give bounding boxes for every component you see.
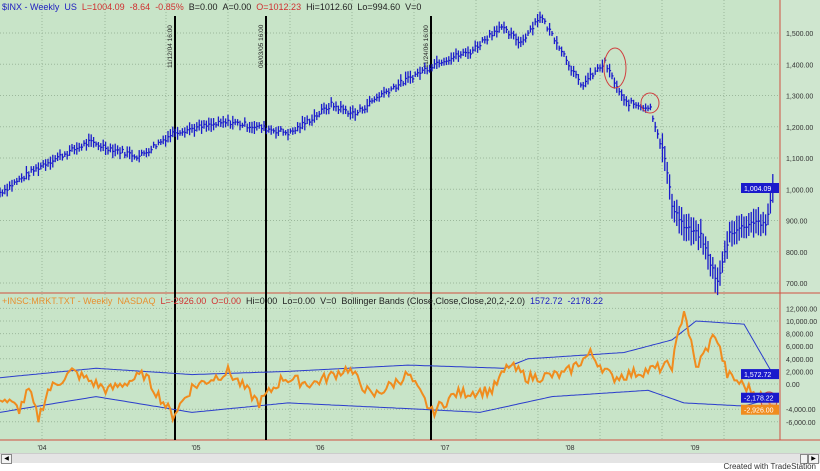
- price-series: [0, 11, 775, 296]
- band-upper-value: 1572.72: [529, 296, 563, 306]
- oscillator-line: [0, 311, 774, 424]
- osc-tick-label: 2,000.00: [786, 369, 813, 376]
- exchange: US: [64, 2, 77, 12]
- bid: B=0.00: [188, 2, 218, 12]
- x-tick-label: '05: [191, 445, 200, 452]
- highlight-circle: [640, 92, 660, 114]
- x-axis-background: [0, 440, 820, 453]
- osc-tick-label: 0.00: [786, 382, 800, 389]
- pct-change: -0.85%: [155, 2, 184, 12]
- osc-volume: V=0: [320, 296, 337, 306]
- price-last-label-bg: [741, 183, 779, 193]
- osc-high: Hi=0.00: [246, 296, 278, 306]
- scroll-thumb[interactable]: [800, 454, 808, 464]
- price-tick-label: 1,400.00: [786, 62, 813, 69]
- band-lower-value: -2178.22: [567, 296, 604, 306]
- band-upper-last-label-bg: [741, 369, 779, 380]
- volume: V=0: [405, 2, 422, 12]
- band-upper-last-label: 1,572.72: [744, 372, 771, 379]
- study-name: Bollinger Bands (Close,Close,Close,20,2,…: [341, 296, 525, 306]
- osc-tick-label: 4,000.00: [786, 357, 813, 364]
- ask: A=0.00: [222, 2, 252, 12]
- osc-tick-label: 6,000.00: [786, 344, 813, 351]
- price-tick-label: 1,300.00: [786, 94, 813, 101]
- osc-last: L=-2926.00: [160, 296, 207, 306]
- x-tick-label: '09: [690, 445, 699, 452]
- horizontal-scrollbar[interactable]: ◀ ▶: [0, 453, 820, 464]
- bollinger-lower-band: [0, 389, 773, 413]
- x-tick-label: '06: [315, 445, 324, 452]
- scroll-right-button[interactable]: ▶: [808, 454, 819, 464]
- change: -8.64: [129, 2, 151, 12]
- event-marker-label: 06/03/05 16:00: [258, 24, 265, 68]
- price-tick-label: 700.00: [786, 281, 808, 288]
- osc-tick-label: 10,000.00: [786, 319, 817, 326]
- axis-background: [780, 0, 820, 440]
- osc-tick-label: -6,000.00: [786, 420, 816, 427]
- osc-exchange: NASDAQ: [117, 296, 156, 306]
- x-tick-label: '07: [440, 445, 449, 452]
- symbol: $INX - Weekly: [2, 2, 60, 12]
- price-tick-label: 1,000.00: [786, 187, 813, 194]
- osc-tick-label: 8,000.00: [786, 332, 813, 339]
- price-tick-label: 800.00: [786, 250, 808, 257]
- event-marker-label: 11/24/06 16:00: [423, 25, 430, 68]
- price-tick-label: 1,500.00: [786, 31, 813, 38]
- highlight-circle: [603, 47, 627, 89]
- chart-canvas: 700.00 800.00 900.00 1,000.00 1,100.00 1,200.…: [0, 0, 820, 453]
- band-lower-last-label: -2,178.22: [744, 396, 774, 403]
- osc-tick-label: 12,000.00: [786, 306, 817, 313]
- osc-last-label: -2,926.00: [744, 408, 774, 415]
- scroll-left-button[interactable]: ◀: [1, 454, 12, 464]
- price-header: $INX - Weekly US L=1004.09 -8.64 -0.85% B=0.0…: [2, 2, 426, 12]
- osc-header: +INSC:MRKT.TXT - Weekly NASDAQ L=-2926.00 O…: [2, 296, 608, 306]
- price-tick-label: 1,100.00: [786, 156, 813, 163]
- osc-tick-label: -4,000.00: [786, 407, 816, 414]
- osc-symbol: +INSC:MRKT.TXT - Weekly: [2, 296, 113, 306]
- open: O=1012.23: [256, 2, 302, 12]
- price-last-label: 1,004.09: [744, 186, 771, 193]
- bollinger-upper-band: [0, 320, 774, 379]
- band-lower-last-label-bg: [741, 392, 779, 403]
- x-tick-label: '04: [37, 445, 46, 452]
- price-tick-label: 1,200.00: [786, 125, 813, 132]
- footer-credit: Created with TradeStation: [723, 462, 817, 471]
- high: Hi=1012.60: [306, 2, 353, 12]
- last: L=1004.09: [81, 2, 125, 12]
- osc-last-label-bg: [741, 404, 779, 415]
- osc-open: O=0.00: [211, 296, 242, 306]
- osc-low: Lo=0.00: [282, 296, 316, 306]
- low: Lo=994.60: [357, 2, 401, 12]
- event-marker-label: 11/12/04 16:00: [167, 25, 174, 68]
- price-tick-label: 900.00: [786, 219, 808, 226]
- x-tick-label: '08: [565, 445, 574, 452]
